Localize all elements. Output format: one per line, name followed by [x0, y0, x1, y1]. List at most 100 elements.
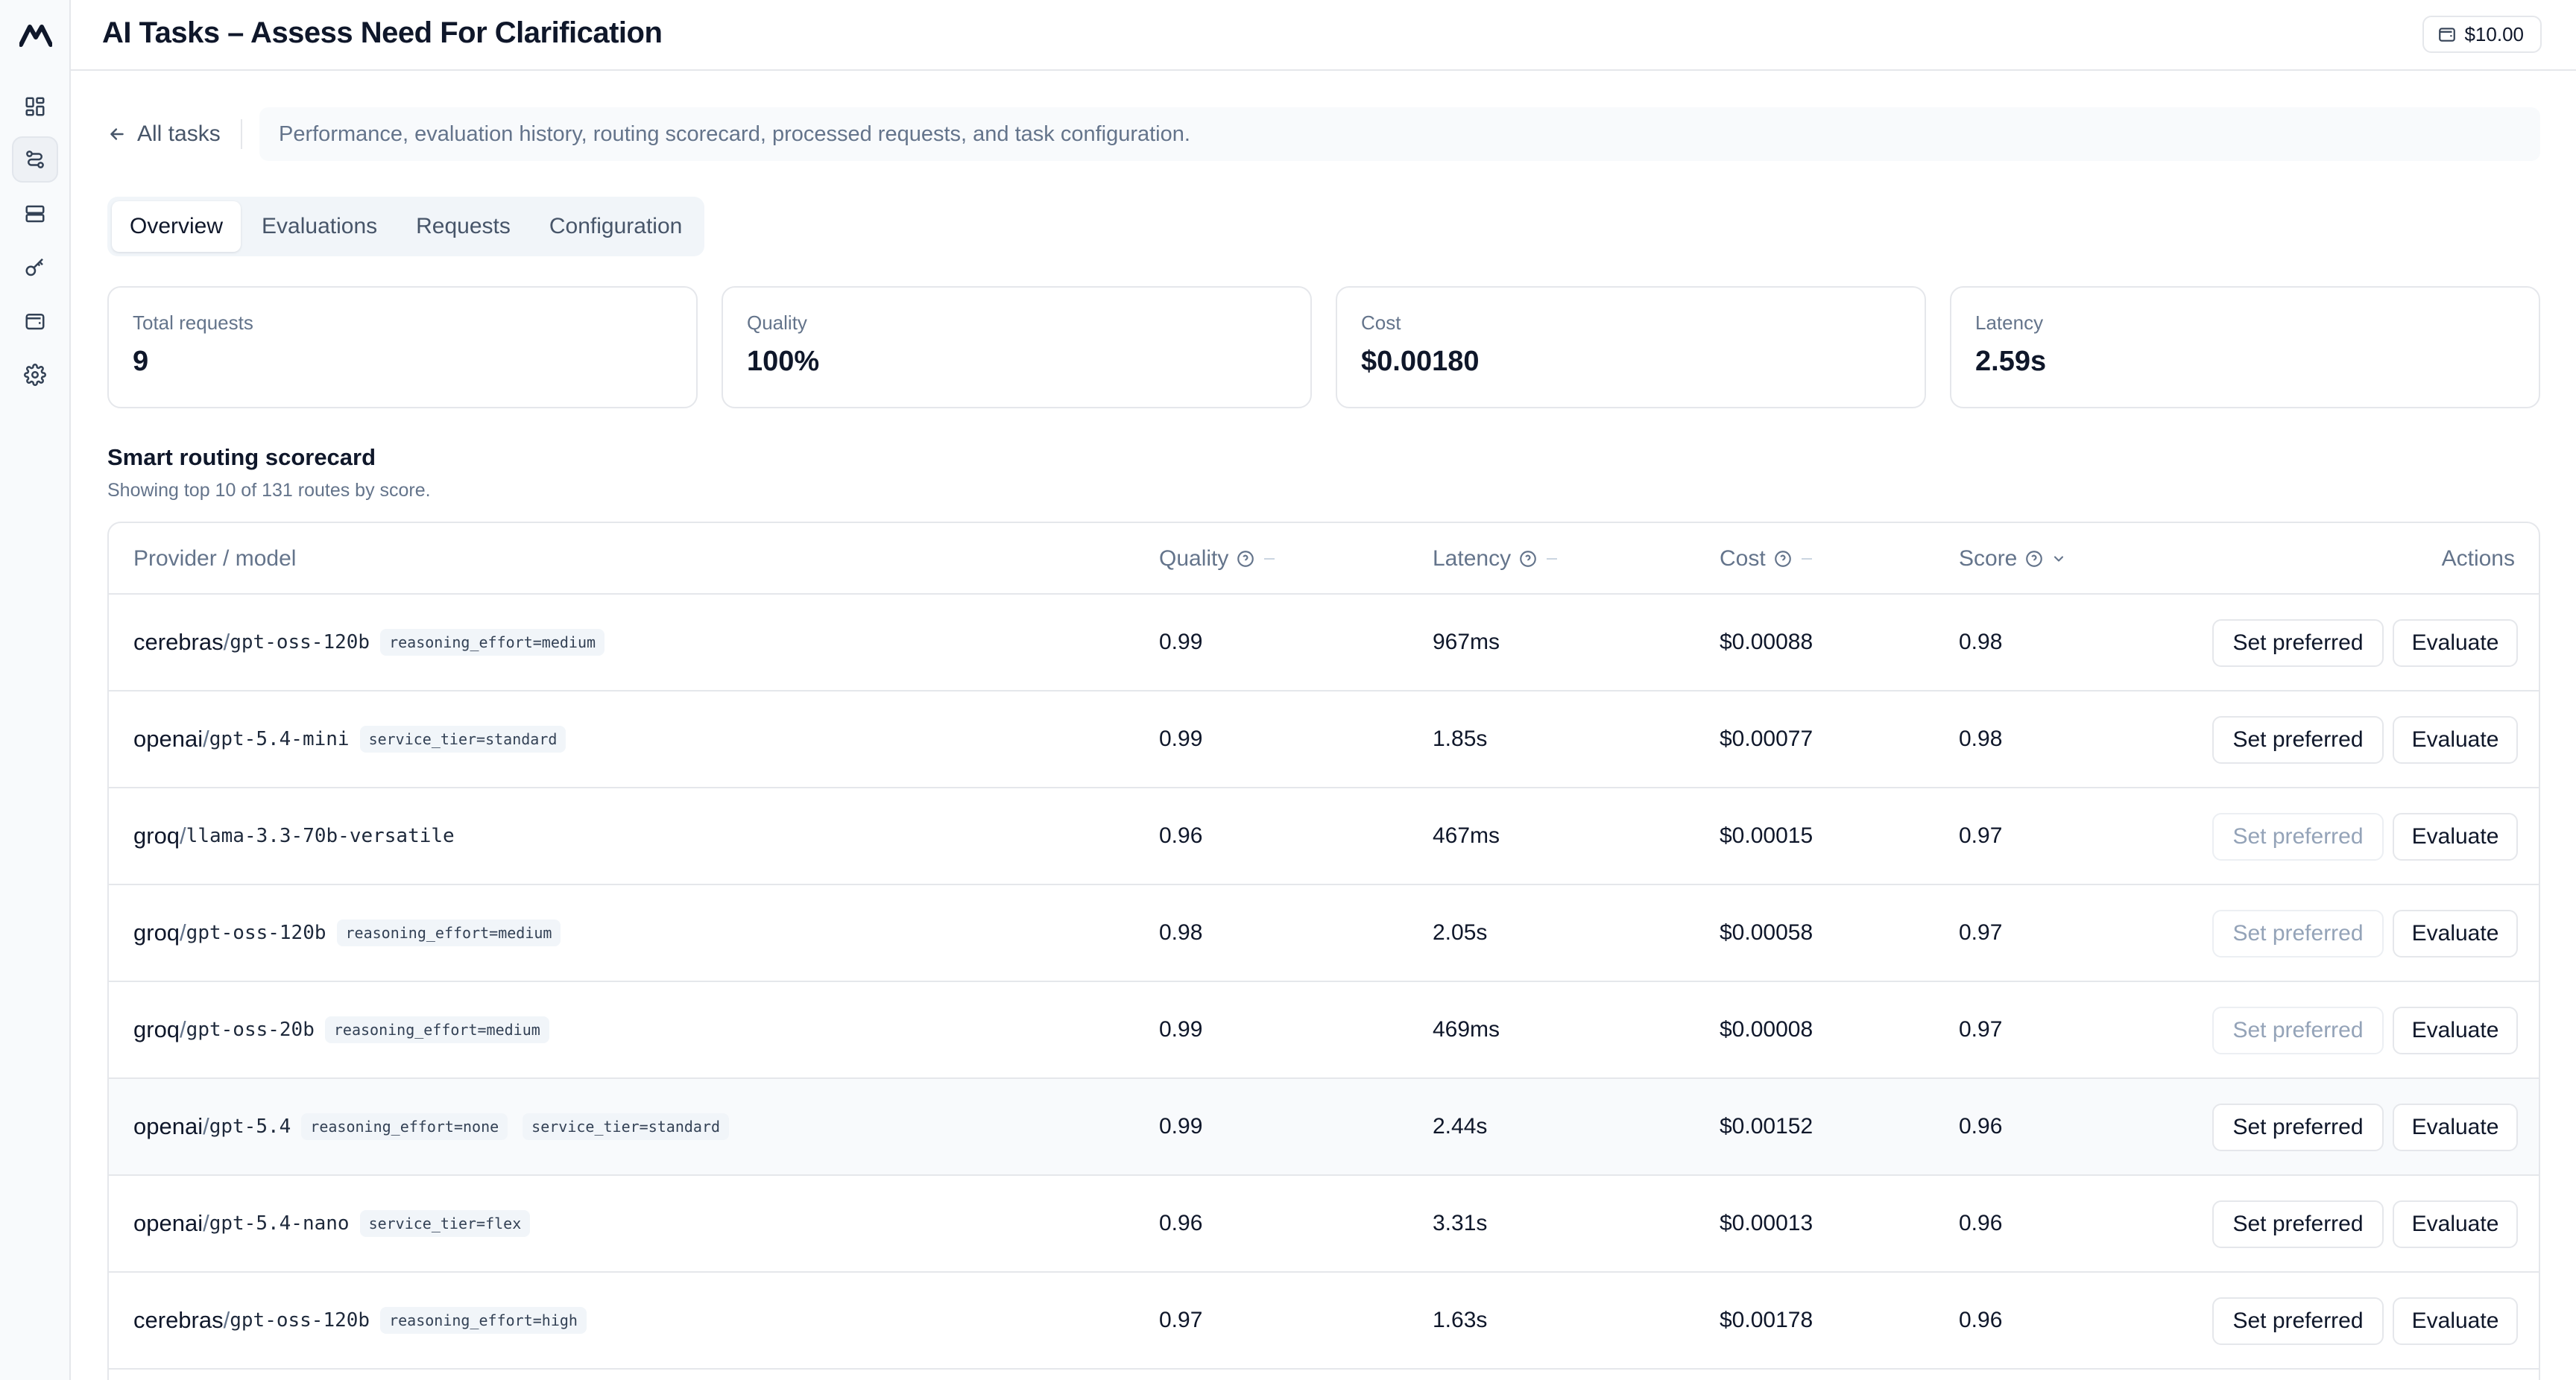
set-preferred-button[interactable]: Set preferred [2212, 1007, 2384, 1054]
gear-icon [24, 364, 46, 386]
separator-slash: / [180, 823, 186, 849]
table-row[interactable]: groq / llama-3.3-70b-versatile 0.96 467ms $0.… [109, 788, 2539, 885]
column-header-score[interactable]: Score [1959, 523, 2066, 595]
param-tag: service_tier=flex [359, 1210, 531, 1237]
table-row[interactable]: cerebras / gpt-oss-120b reasoning_effort=hi… [109, 1273, 2539, 1370]
set-preferred-button[interactable]: Set preferred [2212, 1297, 2384, 1345]
page-title: AI Tasks – Assess Need For Clarification [102, 16, 663, 49]
table-row[interactable]: cerebras / gpt-oss-120b reasoning_effort=me… [109, 595, 2539, 691]
cost-cell: $0.00077 [1720, 727, 1813, 751]
model-name: gpt-oss-120b [186, 922, 326, 944]
latency-cell: 3.31s [1433, 1211, 1488, 1235]
set-preferred-button[interactable]: Set preferred [2212, 619, 2384, 667]
provider-name: openai [133, 726, 203, 752]
nav-dashboard[interactable] [12, 83, 58, 130]
nav-storage[interactable] [12, 191, 58, 237]
tab-overview[interactable]: Overview [112, 201, 242, 252]
separator-slash: / [180, 1016, 186, 1042]
nav-settings[interactable] [12, 352, 58, 398]
table-row[interactable]: openai / gpt-5.4-mini service_tier=standard… [109, 691, 2539, 788]
model-name: gpt-5.4-mini [209, 728, 350, 750]
evaluate-button[interactable]: Evaluate [2393, 1007, 2518, 1054]
column-header-label: Quality [1159, 546, 1229, 571]
page-description: Performance, evaluation history, routing… [259, 107, 2540, 161]
key-icon [25, 258, 43, 276]
scorecard-subtitle: Showing top 10 of 131 routes by score. [107, 480, 431, 501]
provider-name: groq [133, 920, 180, 946]
nav-keys[interactable] [12, 244, 58, 291]
nav-wallet[interactable] [12, 298, 58, 344]
logo-icon[interactable] [19, 22, 52, 48]
model-name: gpt-oss-120b [230, 631, 370, 653]
table-row[interactable]: openai / gpt-5.4-nano service_tier=flex 0.96… [109, 1176, 2539, 1273]
scorecard-table: Provider / model Quality Latency Cost Sc… [107, 522, 2540, 1380]
model-name: gpt-5.4 [209, 1115, 291, 1138]
model-name: llama-3.3-70b-versatile [186, 825, 455, 847]
quality-cell: 0.96 [1159, 823, 1203, 848]
provider-name: openai [133, 1210, 203, 1236]
quality-cell: 0.99 [1159, 630, 1203, 654]
column-header-label: Provider / model [133, 546, 297, 571]
param-tag: service_tier=standard [359, 726, 566, 753]
model-cell: cerebras / gpt-oss-120b reasoning_effort=me… [133, 595, 605, 690]
score-cell: 0.96 [1959, 1308, 2003, 1332]
evaluate-button[interactable]: Evaluate [2393, 1104, 2518, 1151]
cost-cell: $0.00015 [1720, 823, 1813, 848]
stat-card-total-requests: Total requests 9 [107, 286, 698, 408]
set-preferred-button[interactable]: Set preferred [2212, 1104, 2384, 1151]
score-cell: 0.96 [1959, 1211, 2003, 1235]
evaluate-button[interactable]: Evaluate [2393, 813, 2518, 861]
stat-card-cost: Cost $0.00180 [1336, 286, 1926, 408]
evaluate-button[interactable]: Evaluate [2393, 910, 2518, 958]
stat-label: Quality [747, 311, 807, 334]
latency-cell: 2.05s [1433, 920, 1488, 945]
back-link[interactable]: All tasks [107, 119, 221, 149]
help-icon[interactable] [1236, 549, 1255, 569]
evaluate-button[interactable]: Evaluate [2393, 716, 2518, 764]
column-header-latency[interactable]: Latency [1433, 523, 1558, 595]
column-header-quality[interactable]: Quality [1159, 523, 1275, 595]
set-preferred-button[interactable]: Set preferred [2212, 1200, 2384, 1248]
routing-icon [26, 151, 44, 168]
separator-slash: / [223, 1307, 230, 1333]
cost-cell: $0.00013 [1720, 1211, 1813, 1235]
evaluate-button[interactable]: Evaluate [2393, 1297, 2518, 1345]
set-preferred-button[interactable]: Set preferred [2212, 716, 2384, 764]
quality-cell: 0.99 [1159, 727, 1203, 751]
wallet-icon [2439, 28, 2456, 42]
stat-label: Total requests [133, 311, 253, 334]
balance-amount: $10.00 [2464, 22, 2524, 45]
evaluate-button[interactable]: Evaluate [2393, 1200, 2518, 1248]
tab-requests[interactable]: Requests [416, 214, 511, 238]
help-icon[interactable] [1773, 549, 1793, 569]
set-preferred-button[interactable]: Set preferred [2212, 910, 2384, 958]
evaluate-button[interactable]: Evaluate [2393, 619, 2518, 667]
table-row[interactable]: openai / gpt-5.4 reasoning_effort=none servi… [109, 1079, 2539, 1176]
column-header-model: Provider / model [133, 523, 296, 595]
score-cell: 0.96 [1959, 1114, 2003, 1139]
model-cell: groq / llama-3.3-70b-versatile [133, 788, 455, 884]
column-header-cost[interactable]: Cost [1720, 523, 1812, 595]
separator-slash: / [203, 1210, 209, 1236]
latency-cell: 469ms [1433, 1017, 1500, 1042]
score-cell: 0.97 [1959, 1017, 2003, 1042]
stat-value: $0.00180 [1361, 346, 1480, 377]
table-row[interactable]: groq / gpt-oss-120b reasoning_effort=medium… [109, 885, 2539, 982]
model-cell: openai / gpt-5.4 reasoning_effort=none servi… [133, 1079, 730, 1174]
tab-configuration[interactable]: Configuration [549, 214, 683, 238]
table-row[interactable]: groq / gpt-oss-20b reasoning_effort=medium 0… [109, 982, 2539, 1079]
score-cell: 0.97 [1959, 920, 2003, 945]
help-icon[interactable] [2024, 549, 2044, 569]
set-preferred-button[interactable]: Set preferred [2212, 813, 2384, 861]
tab-evaluations[interactable]: Evaluations [262, 214, 378, 238]
help-icon[interactable] [1518, 549, 1538, 569]
model-cell: openai / gpt-5.4-nano service_tier=flex [133, 1176, 531, 1271]
latency-cell: 2.44s [1433, 1114, 1488, 1139]
balance-button[interactable]: $10.00 [2422, 16, 2542, 53]
separator-slash: / [180, 920, 186, 946]
scorecard-title: Smart routing scorecard [107, 444, 376, 470]
stat-value: 2.59s [1975, 346, 2047, 377]
nav-routing[interactable] [12, 136, 58, 183]
param-tag: service_tier=standard [523, 1113, 730, 1140]
latency-cell: 1.85s [1433, 727, 1488, 751]
